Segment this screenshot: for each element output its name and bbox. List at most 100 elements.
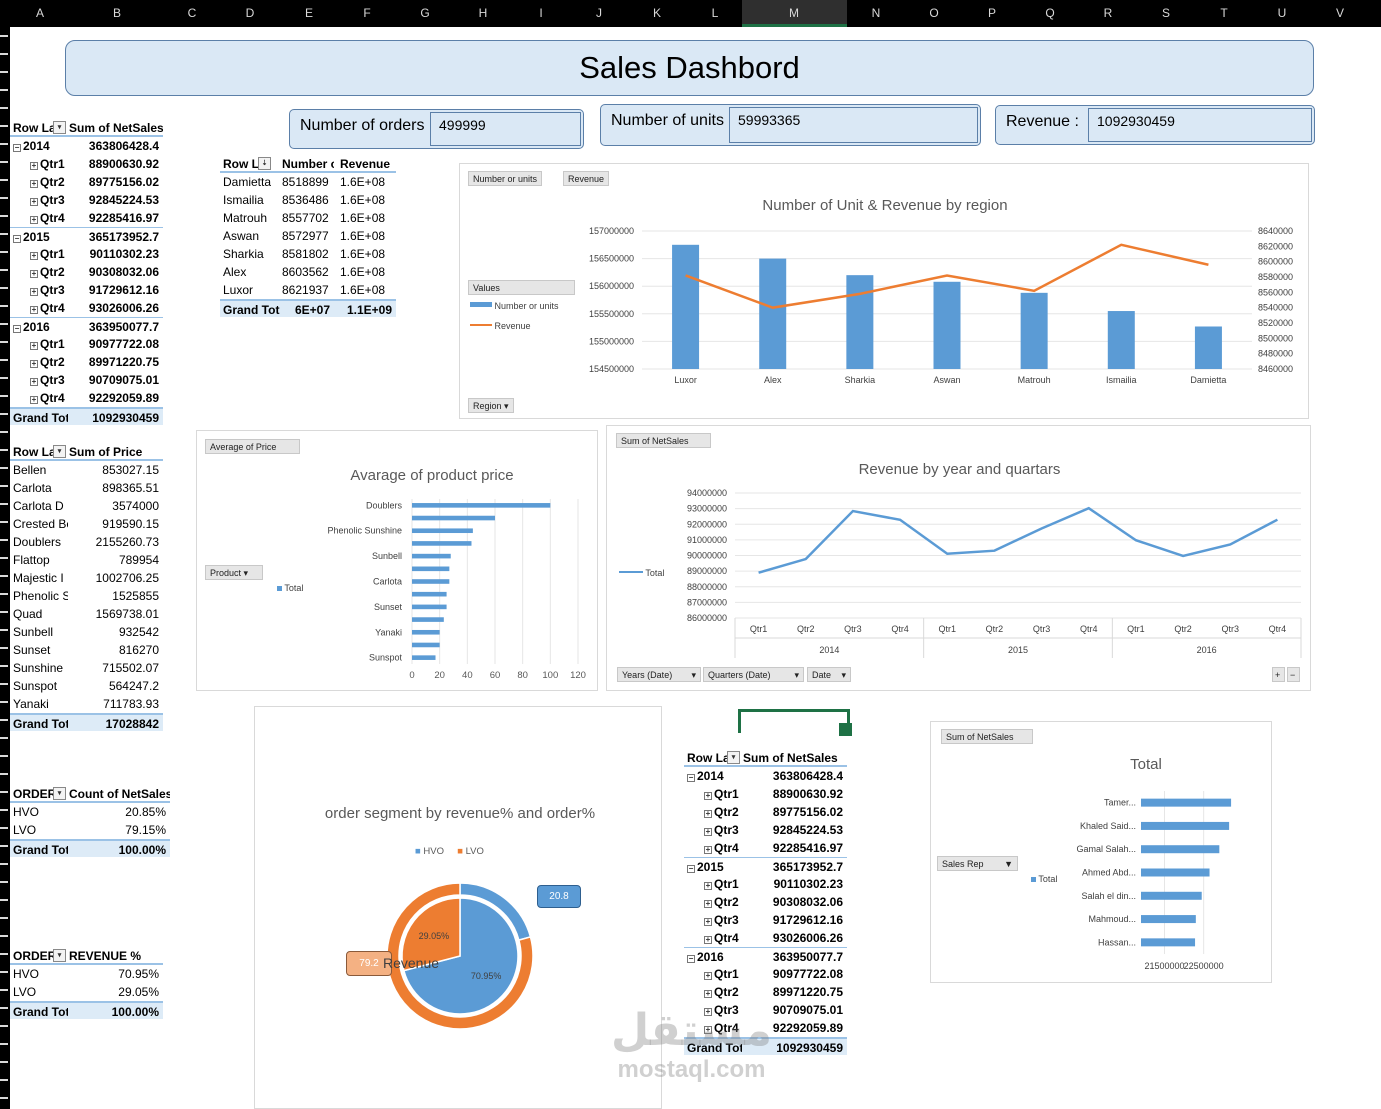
column-header-e[interactable]: E [304,6,313,20]
row-number-marker[interactable] [0,539,8,541]
expand-icon[interactable]: + [704,1007,712,1016]
pivot-grand-total-row[interactable]: Grand Tot 17028842 [10,713,163,731]
pivot-row[interactable]: Crested Be 919590.15 [10,515,163,533]
expand-icon[interactable]: + [30,377,38,386]
expand-field-button[interactable]: + [1272,667,1285,682]
chart-quarters[interactable]: Sum of NetSales Revenue by year and quar… [606,425,1311,691]
column-header-j[interactable]: J [596,6,602,20]
pivot-region-row[interactable]: Damietta 8518899 1.6E+08 [220,173,396,191]
pivot-quarter-row[interactable]: + Qtr4 92292059.89 [10,389,163,407]
collapse-field-button[interactable]: − [1287,667,1300,682]
pivot-row[interactable]: Sunbell 932542 [10,623,163,641]
active-cell-selection[interactable] [738,709,850,733]
kpi-units[interactable]: Number of units : 59993365 [600,104,981,146]
expand-icon[interactable]: + [30,197,38,206]
pivot-quarter-row[interactable]: + Qtr4 92285416.97 [10,209,163,227]
row-number-marker[interactable] [0,233,8,235]
pivot-quarter-row[interactable]: + Qtr1 88900630.92 [10,155,163,173]
axis-button-region[interactable]: Region ▾ [468,398,514,413]
pivot-region-row[interactable]: Matrouh 8557702 1.6E+08 [220,209,396,227]
pivot-quarter-row[interactable]: + Qtr1 90977722.08 [10,335,163,353]
chart-order-segment[interactable]: order segment by revenue% and order% ■ H… [254,706,662,1109]
row-number-marker[interactable] [0,1007,8,1009]
column-header-f[interactable]: F [363,6,371,20]
pivot-row[interactable]: LVO 29.05% [10,983,163,1001]
column-header-n[interactable]: N [871,6,881,20]
row-number-marker[interactable] [0,611,8,613]
column-header-l[interactable]: L [711,6,719,20]
expand-icon[interactable]: + [30,251,38,260]
column-header-k[interactable]: K [652,6,661,20]
pivot-year-row[interactable]: −2015 365173952.7 [10,227,163,245]
row-number-marker[interactable] [0,125,8,127]
column-header-u[interactable]: U [1277,6,1287,20]
pivot-quarter-row[interactable]: + Qtr1 90110302.23 [684,875,847,893]
pivot-quarter-row[interactable]: + Qtr2 90308032.06 [10,263,163,281]
row-number-marker[interactable] [0,467,8,469]
expand-icon[interactable]: + [704,971,712,980]
row-number-marker[interactable] [0,719,8,721]
pivot-quarter-row[interactable]: + Qtr4 92285416.97 [684,839,847,857]
field-button-revenue[interactable]: Revenue [563,171,610,186]
pivot-year-row[interactable]: −2016 363950077.7 [10,317,163,335]
collapse-icon[interactable]: − [13,324,21,333]
row-number-marker[interactable] [0,737,8,739]
pivot-region-row[interactable]: Ismailia 8536486 1.6E+08 [220,191,396,209]
pivot-row[interactable]: LVO 79.15% [10,821,170,839]
row-number-marker[interactable] [0,881,8,883]
row-number-marker[interactable] [0,791,8,793]
expand-icon[interactable]: + [704,845,712,854]
pivot-row[interactable]: HVO 20.85% [10,803,170,821]
pivot-grand-total-row[interactable]: Grand Tot 100.00% [10,839,170,857]
chart-product-price[interactable]: Average of Price Avarage of product pric… [196,430,598,691]
pivot-header-label[interactable]: ORDER [13,787,54,801]
column-header-r[interactable]: R [1103,6,1113,20]
column-header-g[interactable]: G [420,6,430,20]
expand-icon[interactable]: + [30,215,38,224]
column-header-s[interactable]: S [1161,6,1170,20]
pivot-year-row[interactable]: −2015 365173952.7 [684,857,847,875]
row-number-marker[interactable] [0,917,8,919]
row-number-marker[interactable] [0,521,8,523]
column-header-i[interactable]: I [539,6,543,20]
row-number-marker[interactable] [0,935,8,937]
axis-button-quarters[interactable]: Quarters (Date) ▾ [703,667,804,682]
row-number-marker[interactable] [0,971,8,973]
chart-region-combo[interactable]: Number or units Revenue Number of Unit &… [459,163,1309,419]
expand-icon[interactable]: + [704,791,712,800]
pivot-row[interactable]: Bellen 853027.15 [10,461,163,479]
row-number-marker[interactable] [0,71,8,73]
pivot-quarter-row[interactable]: + Qtr4 92292059.89 [684,1019,847,1037]
row-number-marker[interactable] [0,755,8,757]
pivot-grand-total-row[interactable]: Grand Tot 1092930459 [684,1037,847,1055]
row-number-marker[interactable] [0,1061,8,1063]
pivot-row[interactable]: Sunspot 564247.2 [10,677,163,695]
row-number-marker[interactable] [0,341,8,343]
column-header-v[interactable]: V [1335,6,1344,20]
column-header-d[interactable]: D [245,6,255,20]
row-number-marker[interactable] [0,845,8,847]
pivot-row[interactable]: HVO 70.95% [10,965,163,983]
filter-dropdown-icon[interactable]: ▾ [53,445,66,458]
row-number-marker[interactable] [0,107,8,109]
pivot-header-label[interactable]: Row La [13,121,54,135]
row-number-marker[interactable] [0,989,8,991]
collapse-icon[interactable]: − [687,954,695,963]
pivot-region-row[interactable]: Luxor 8621937 1.6E+08 [220,281,396,299]
axis-button-sales-rep[interactable]: Sales Rep ▼ [937,856,1018,871]
row-number-marker[interactable] [0,323,8,325]
row-number-marker[interactable] [0,413,8,415]
pivot-year-row[interactable]: −2016 363950077.7 [684,947,847,965]
column-header-m[interactable]: M [789,6,799,20]
row-number-marker[interactable] [0,683,8,685]
filter-dropdown-icon[interactable]: ▾ [53,787,66,800]
pivot-quarter-row[interactable]: + Qtr4 93026006.26 [10,299,163,317]
selection-fill-handle[interactable] [839,723,852,736]
row-number-marker[interactable] [0,215,8,217]
expand-icon[interactable]: + [704,827,712,836]
values-button[interactable]: Values [468,280,575,295]
pivot-region-row[interactable]: Sharkia 8581802 1.6E+08 [220,245,396,263]
column-header-p[interactable]: P [987,6,996,20]
pivot-row[interactable]: Carlota D 3574000 [10,497,163,515]
row-number-marker[interactable] [0,377,8,379]
